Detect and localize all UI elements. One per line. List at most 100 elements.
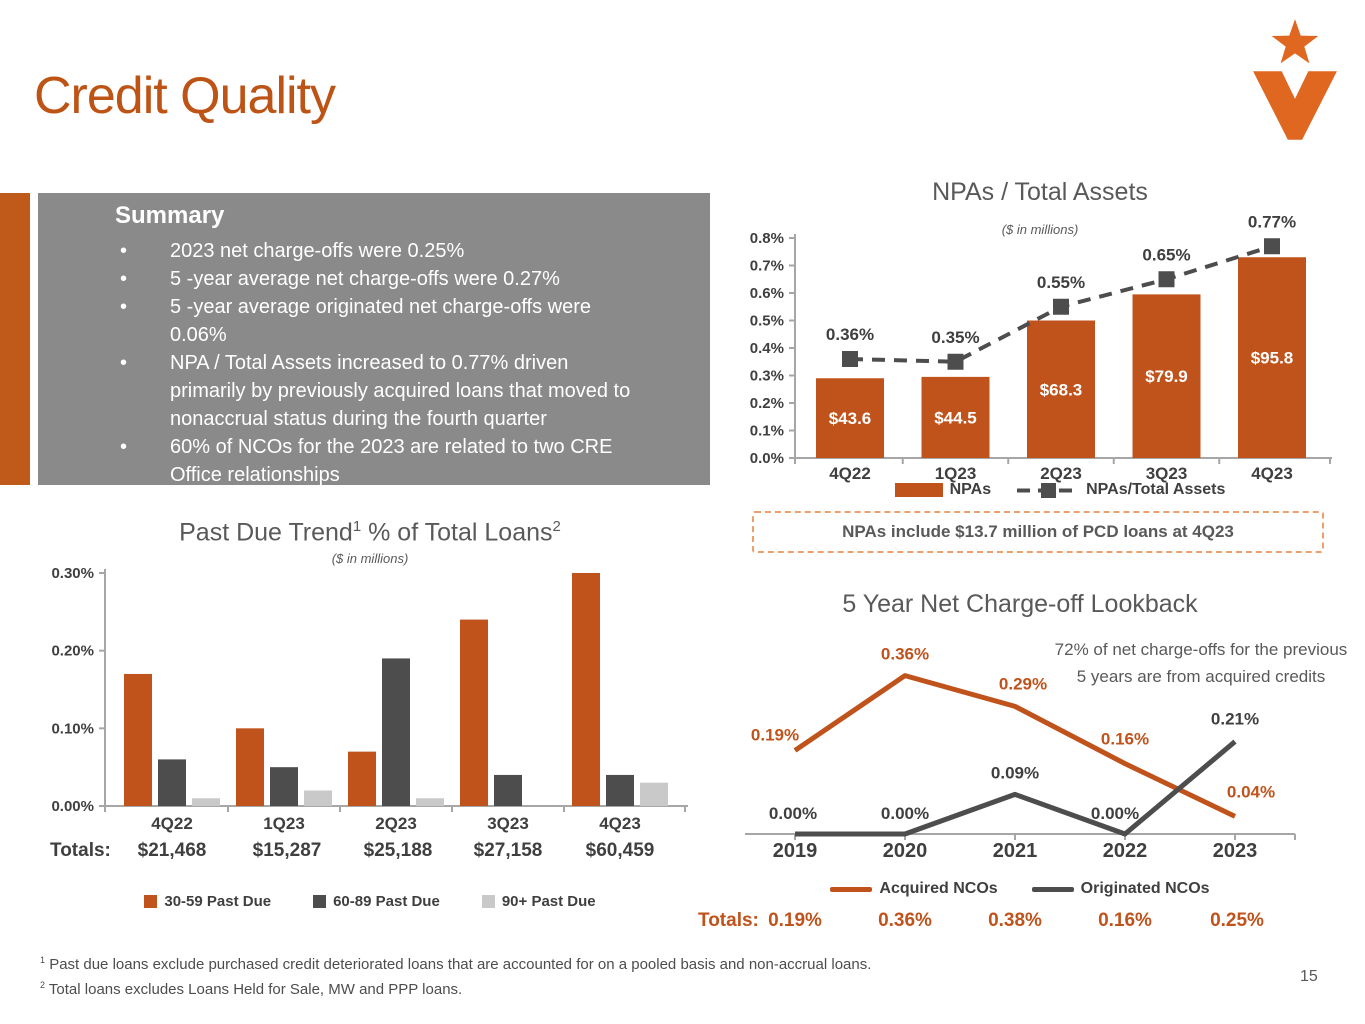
chart-text: 0.5% <box>750 313 784 330</box>
chart-text: 0.36% <box>881 645 929 664</box>
chart-text: 2019 <box>773 840 818 862</box>
legend-label: 90+ Past Due <box>501 893 596 910</box>
past-due-bar <box>382 658 410 806</box>
past-due-bar <box>124 673 152 806</box>
legend-item-originated: Originated NCOs <box>1031 880 1210 898</box>
lookback-totals-row: Totals: 0.19% 0.36% 0.38% 0.16% 0.25% <box>690 910 1365 938</box>
past-due-bar <box>494 774 522 806</box>
chart-text: $68.3 <box>1040 380 1083 399</box>
chart-text: 0.00% <box>51 798 94 815</box>
npa-chart-subtitle: ($ in millions) <box>1001 222 1079 237</box>
npa-bar <box>921 376 990 458</box>
legend-item-60-89: 60-89 Past Due <box>313 893 440 910</box>
lookback-chart-title: 5 Year Net Charge-off Lookback <box>842 590 1198 618</box>
past-due-bar <box>158 759 186 806</box>
total-value: $27,158 <box>473 840 543 861</box>
legend-item-30-59: 30-59 Past Due <box>144 893 271 910</box>
acquired-line-swatch <box>830 886 873 892</box>
total-value: 0.16% <box>1098 910 1152 931</box>
lookback-chart-plot: 2019 2020 2021 2022 2023 0.19% 0.36% 0.29% 0.16%… <box>745 645 1296 862</box>
past-due-chart-plot: 0.00% 0.10% 0.20% 0.30% 4Q22 1Q23 2Q23 3Q23 4Q23 <box>51 565 688 833</box>
past-due-chart-subtitle: ($ in millions) <box>331 551 409 566</box>
totals-label: Totals: <box>698 910 759 931</box>
chart-text: 0.4% <box>750 340 784 357</box>
chart-text: 0.1% <box>750 423 784 440</box>
chart-text: 4Q23 <box>599 814 641 833</box>
chart-text: 0.04% <box>1227 782 1275 801</box>
legend-label: Originated NCOs <box>1080 880 1210 897</box>
chart-text: 0.3% <box>750 368 784 385</box>
chart-text: 0.2% <box>750 395 784 412</box>
chart-text: 0.7% <box>750 258 784 275</box>
legend-item-90plus: 90+ Past Due <box>481 893 596 910</box>
footnote-1: 1 Past due loans exclude purchased credi… <box>40 955 872 973</box>
total-value: 0.19% <box>768 910 822 931</box>
past-due-bar <box>416 798 444 806</box>
chart-text: $44.5 <box>934 408 977 427</box>
npa-bar <box>1132 294 1201 458</box>
dashed-line-square-marker-swatch <box>1017 482 1080 498</box>
chart-text: 4Q23 <box>1251 464 1293 483</box>
originated-line-swatch <box>1031 886 1074 892</box>
chart-text: 1Q23 <box>263 814 305 833</box>
chart-text: 2020 <box>883 840 928 862</box>
legend-item-acquired: Acquired NCOs <box>830 880 998 898</box>
npa-bar <box>816 378 884 458</box>
star-v-logo-icon <box>1253 19 1337 140</box>
chart-text: 4Q22 <box>829 464 871 483</box>
legend-label: NPAs/Total Assets <box>1086 481 1226 498</box>
npa-chart-plot: 0.0% 0.1% 0.2% 0.3% 0.4% 0.5% 0.6% 0.7% 0.8% $43.… <box>750 212 1332 483</box>
chart-text: 0.10% <box>51 720 94 737</box>
lookback-legend: Acquired NCOs Originated NCOs <box>690 880 1350 898</box>
chart-text: 0.00% <box>881 804 929 823</box>
total-value: 0.36% <box>878 910 932 931</box>
npa-note-box: NPAs include $13.7 million of PCD loans … <box>752 511 1324 553</box>
summary-bullet: 5 -year average originated net charge-of… <box>38 293 698 349</box>
chart-text: 0.65% <box>1142 245 1190 264</box>
chart-text: 2021 <box>993 840 1038 862</box>
summary-bullet-list: 2023 net charge-offs were 0.25% 5 -year … <box>38 237 698 489</box>
chart-text: 0.21% <box>1211 710 1259 729</box>
total-value: $25,188 <box>363 840 433 861</box>
past-due-bar <box>640 782 668 806</box>
chart-text: $79.9 <box>1145 367 1188 386</box>
footnotes: 1 Past due loans exclude purchased credi… <box>40 950 871 1000</box>
legend-item-npas: NPAs <box>894 481 991 499</box>
totals-label: Totals: <box>50 840 111 861</box>
total-value: $60,459 <box>585 840 655 861</box>
chart-text: $95.8 <box>1251 349 1294 368</box>
chart-text: 3Q23 <box>1146 464 1188 483</box>
summary-bullet: NPA / Total Assets increased to 0.77% dr… <box>38 349 698 433</box>
past-due-bar <box>606 774 634 806</box>
npa-bar <box>1238 257 1306 458</box>
past-due-legend: 30-59 Past Due 60-89 Past Due 90+ Past D… <box>40 893 700 910</box>
past-due-bar <box>572 572 600 806</box>
summary-heading: Summary <box>115 202 225 229</box>
past-due-bar <box>270 767 298 806</box>
chart-text: 0.00% <box>769 804 817 823</box>
chart-text: 0.0% <box>750 450 784 467</box>
line-marker <box>842 351 858 367</box>
originated-ncos-line <box>795 739 1237 837</box>
chart-text: 0.6% <box>750 285 784 302</box>
legend-label: Acquired NCOs <box>879 880 998 897</box>
summary-bullet: 5 -year average net charge-offs were 0.2… <box>38 265 698 293</box>
line-marker <box>1158 271 1175 288</box>
chart-text: 0.19% <box>751 725 799 744</box>
swatch-90plus <box>481 895 495 908</box>
chart-text: 0.8% <box>750 230 784 247</box>
chart-text: 0.00% <box>1091 804 1139 823</box>
chart-text: 0.30% <box>51 565 94 582</box>
legend-label: 30-59 Past Due <box>164 893 272 910</box>
past-due-chart-title: Past Due Trend1 % of Total Loans2 <box>179 518 561 547</box>
legend-item-npas-total-assets: NPAs/Total Assets <box>1017 481 1225 499</box>
line-marker <box>1053 298 1069 315</box>
chart-text: 0.20% <box>51 643 94 660</box>
chart-text: 4Q22 <box>151 814 193 833</box>
chart-text: 2Q23 <box>375 814 417 833</box>
swatch-30-59 <box>144 895 158 908</box>
page-number: 15 <box>1300 968 1318 985</box>
npa-bar <box>1027 320 1095 458</box>
line-marker <box>1264 238 1280 255</box>
